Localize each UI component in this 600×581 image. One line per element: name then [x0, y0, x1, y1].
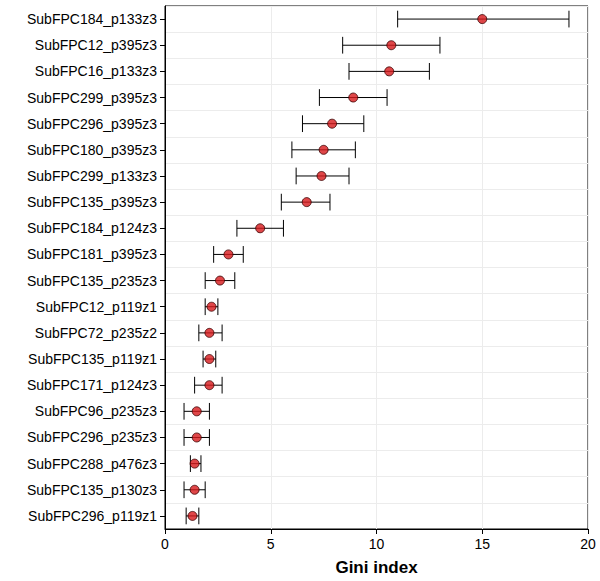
svg-text:SubFPC299_p133z3: SubFPC299_p133z3 — [27, 168, 157, 184]
svg-text:SubFPC288_p476z3: SubFPC288_p476z3 — [27, 456, 157, 472]
svg-text:SubFPC181_p395z3: SubFPC181_p395z3 — [27, 246, 157, 262]
svg-text:SubFPC171_p124z3: SubFPC171_p124z3 — [27, 377, 157, 393]
svg-text:SubFPC296_p119z1: SubFPC296_p119z1 — [28, 508, 157, 524]
svg-text:SubFPC180_p395z3: SubFPC180_p395z3 — [27, 142, 157, 158]
svg-text:SubFPC135_p395z3: SubFPC135_p395z3 — [27, 194, 157, 210]
svg-text:SubFPC135_p119z1: SubFPC135_p119z1 — [28, 351, 157, 367]
svg-text:Gini index: Gini index — [335, 558, 418, 577]
svg-text:SubFPC16_p133z3: SubFPC16_p133z3 — [35, 63, 157, 79]
svg-text:SubFPC184_p133z3: SubFPC184_p133z3 — [27, 11, 157, 27]
svg-text:SubFPC296_p235z3: SubFPC296_p235z3 — [27, 429, 157, 445]
svg-text:0: 0 — [161, 536, 169, 552]
svg-text:SubFPC296_p395z3: SubFPC296_p395z3 — [27, 116, 157, 132]
svg-text:SubFPC135_p235z3: SubFPC135_p235z3 — [27, 273, 157, 289]
svg-text:SubFPC12_p395z3: SubFPC12_p395z3 — [35, 37, 157, 53]
svg-text:20: 20 — [580, 536, 596, 552]
svg-text:10: 10 — [369, 536, 385, 552]
svg-text:SubFPC299_p395z3: SubFPC299_p395z3 — [27, 90, 157, 106]
svg-text:5: 5 — [267, 536, 275, 552]
svg-text:SubFPC12_p119z1: SubFPC12_p119z1 — [36, 299, 157, 315]
svg-text:SubFPC96_p235z3: SubFPC96_p235z3 — [35, 403, 157, 419]
svg-text:SubFPC184_p124z3: SubFPC184_p124z3 — [27, 220, 157, 236]
svg-text:SubFPC72_p235z2: SubFPC72_p235z2 — [35, 325, 157, 341]
svg-text:SubFPC135_p130z3: SubFPC135_p130z3 — [27, 482, 157, 498]
svg-text:15: 15 — [474, 536, 490, 552]
